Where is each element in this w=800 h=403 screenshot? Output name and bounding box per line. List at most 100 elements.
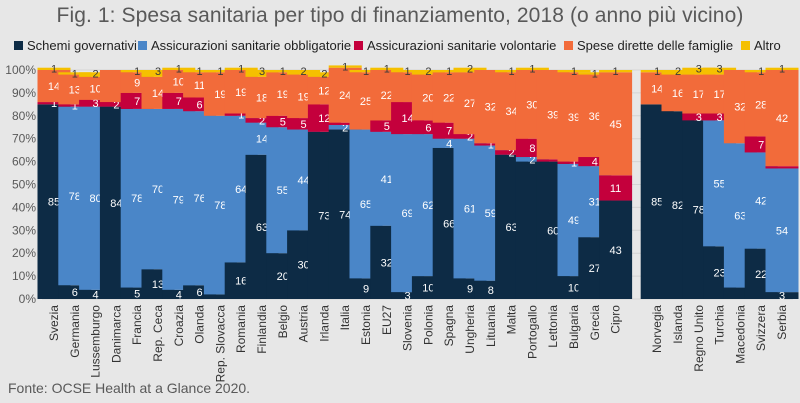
x-tick-label: Svezia xyxy=(47,305,61,341)
x-tick-label: Spagna xyxy=(442,305,456,347)
bar-segment xyxy=(370,120,404,132)
bar-segment xyxy=(266,115,300,128)
data-label: 66 xyxy=(443,218,455,230)
data-label: 63 xyxy=(734,210,746,222)
data-label: 1 xyxy=(571,66,577,78)
bar-segment xyxy=(183,70,217,73)
x-tick-label: Croazia xyxy=(172,305,186,347)
x-tick-label: Lettonia xyxy=(546,305,560,348)
bar-segment xyxy=(432,70,466,73)
data-label: 42 xyxy=(755,196,767,208)
bar-segment xyxy=(765,168,799,293)
data-label: 2 xyxy=(425,66,431,78)
bar-segment xyxy=(203,294,237,299)
data-label: 32 xyxy=(381,257,393,269)
data-label: 9 xyxy=(134,78,140,90)
data-label: 78 xyxy=(131,193,143,205)
data-label: 73 xyxy=(318,210,330,222)
data-label: 42 xyxy=(776,113,788,125)
data-label: 22 xyxy=(755,269,767,281)
data-label: 60 xyxy=(547,225,559,237)
data-label: 64 xyxy=(235,184,247,196)
data-label: 5 xyxy=(384,121,390,133)
x-tick-label: Danimarca xyxy=(109,305,123,363)
bar-segment xyxy=(120,70,154,73)
data-label: 1 xyxy=(134,66,140,78)
data-label: 17 xyxy=(693,89,705,101)
bar-segment xyxy=(287,70,321,75)
data-label: 12 xyxy=(318,113,330,125)
bar-segment xyxy=(391,292,425,299)
y-tick-label: 80% xyxy=(12,109,36,123)
data-label: 3 xyxy=(259,66,265,78)
x-tick-label: Grecia xyxy=(588,305,602,341)
data-label: 1 xyxy=(72,68,78,80)
legend-swatch xyxy=(741,41,750,50)
x-tick-label: Lussemburgo xyxy=(89,305,103,378)
data-label: 27 xyxy=(589,263,601,275)
bar-segment xyxy=(578,157,612,167)
data-label: 1 xyxy=(758,66,764,78)
bar-segment xyxy=(453,134,487,139)
bar-segment xyxy=(245,70,279,77)
data-label: 1 xyxy=(405,66,411,78)
bar-segment xyxy=(703,113,737,121)
data-label: 3 xyxy=(717,64,723,76)
y-tick-label: 50% xyxy=(12,178,36,192)
data-label: 2 xyxy=(93,68,99,80)
data-label: 1 xyxy=(238,64,244,76)
bar-segment xyxy=(765,166,799,169)
data-label: 6 xyxy=(72,287,78,299)
data-label: 10 xyxy=(173,76,185,88)
legend-label: Schemi governativi xyxy=(27,38,137,53)
data-label: 1 xyxy=(51,98,57,110)
data-label: 28 xyxy=(755,99,767,111)
bar-segment xyxy=(224,113,258,116)
y-tick-label: 40% xyxy=(12,200,36,214)
data-label: 2 xyxy=(259,115,265,127)
data-label: 6 xyxy=(197,287,203,299)
data-label: 7 xyxy=(758,139,764,151)
y-tick-label: 20% xyxy=(12,246,36,260)
y-tick-label: 90% xyxy=(12,86,36,100)
data-label: 1 xyxy=(217,66,223,78)
x-tick-label: Svizzera xyxy=(754,305,768,351)
data-label: 7 xyxy=(176,96,182,108)
bar-segment xyxy=(453,67,487,73)
source-note: Fonte: OCSE Health at a Glance 2020. xyxy=(8,380,251,396)
data-label: 3 xyxy=(405,291,411,303)
data-label: 31 xyxy=(589,197,601,209)
data-label: 1 xyxy=(488,139,494,151)
bar-segment xyxy=(682,67,716,75)
data-label: 78 xyxy=(214,200,226,212)
data-label: 36 xyxy=(589,111,601,123)
x-tick-label: Malta xyxy=(505,305,519,335)
data-label: 19 xyxy=(277,89,289,101)
data-label: 1 xyxy=(779,64,785,76)
data-label: 9 xyxy=(467,284,473,296)
bar-segment xyxy=(391,70,425,73)
data-label: 13 xyxy=(152,279,164,291)
data-label: 39 xyxy=(568,112,580,124)
data-label: 2 xyxy=(529,154,535,166)
data-label: 17 xyxy=(713,89,725,101)
x-tick-label: Romania xyxy=(234,305,248,353)
data-label: 1 xyxy=(613,66,619,78)
data-label: 49 xyxy=(568,215,580,227)
bar-segment xyxy=(599,175,633,201)
bar-segment xyxy=(599,200,633,299)
x-tick-label: EU27 xyxy=(380,305,394,335)
data-label: 25 xyxy=(360,96,372,108)
data-label: 1 xyxy=(592,68,598,80)
x-tick-label: Italia xyxy=(338,305,352,331)
data-label: 30 xyxy=(297,260,309,272)
bar-segment xyxy=(578,72,612,75)
data-label: 22 xyxy=(443,92,455,104)
data-label: 63 xyxy=(256,222,268,234)
data-label: 5 xyxy=(280,117,286,129)
bar-segment xyxy=(37,67,71,70)
x-tick-label: Belgio xyxy=(276,305,290,339)
data-label: 9 xyxy=(363,284,369,296)
data-label: 2 xyxy=(321,68,327,80)
data-label: 59 xyxy=(485,208,497,220)
